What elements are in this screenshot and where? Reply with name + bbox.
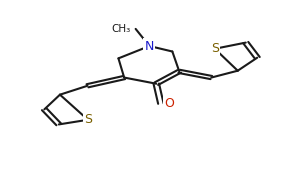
Text: N: N [145,40,154,53]
Text: O: O [164,97,174,110]
Text: S: S [84,113,92,126]
Text: S: S [211,42,219,55]
Text: CH₃: CH₃ [112,24,131,34]
